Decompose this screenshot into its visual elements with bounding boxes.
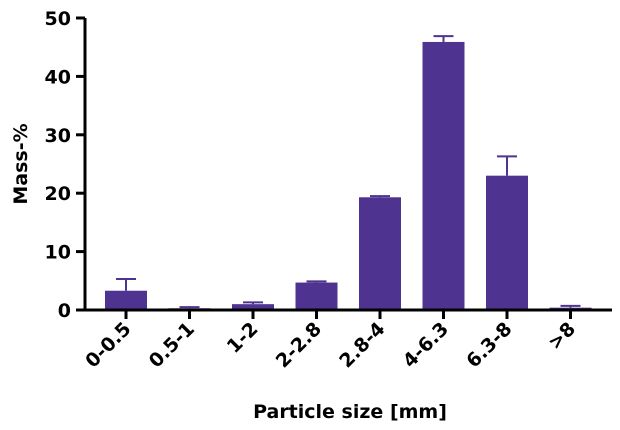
x-tick-label: 2.8-4 (335, 318, 389, 372)
x-tick-label: 4-6.3 (399, 318, 453, 372)
x-tick-label: >8 (544, 318, 580, 354)
bar (359, 197, 401, 310)
x-tick-label: 0-0.5 (81, 318, 135, 372)
y-tick-label: 30 (45, 125, 71, 147)
x-tick-label: 6.3-8 (462, 318, 516, 372)
bars-group (105, 41, 592, 310)
y-tick-label: 10 (45, 242, 71, 264)
x-tick-label: 1-2 (223, 318, 263, 358)
x-axis-ticks: 0-0.5 0.5-1 1-2 2-2.8 2.8-4 4-6.3 6.3-8 >8 (81, 310, 580, 372)
y-axis-title: Mass-% (10, 123, 32, 204)
y-tick-label: 0 (58, 300, 71, 322)
bar (486, 175, 528, 310)
y-tick-label: 20 (45, 183, 71, 205)
bar (105, 290, 147, 310)
y-axis-ticks: 0 10 20 30 40 50 (45, 8, 85, 322)
bar (295, 282, 338, 310)
y-tick-label: 40 (45, 66, 71, 88)
bar (422, 41, 465, 310)
x-tick-label: 0.5-1 (145, 318, 199, 372)
error-bars-group (116, 35, 581, 309)
bar (232, 304, 274, 310)
x-axis-title: Particle size [mm] (253, 401, 447, 423)
y-tick-label: 50 (45, 8, 71, 30)
x-tick-label: 2-2.8 (272, 318, 326, 372)
